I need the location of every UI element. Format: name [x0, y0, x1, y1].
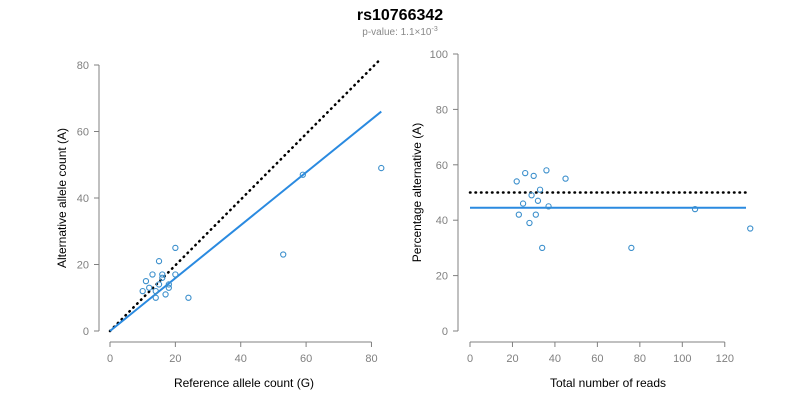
right-data-point	[628, 244, 635, 252]
left-data-point	[152, 294, 159, 301]
right-data-point	[543, 167, 550, 174]
left-data-point	[172, 271, 179, 278]
right-x-tick-label: 100	[673, 353, 691, 365]
left-y-tick-label: 60	[77, 127, 89, 139]
left-data-point	[162, 291, 169, 298]
right-data-point	[513, 178, 520, 185]
right-data-point	[539, 244, 546, 252]
right-data-point	[691, 205, 699, 213]
left-y-tick-label: 20	[77, 260, 89, 272]
left-data-point	[299, 171, 306, 178]
right-data-point	[536, 186, 544, 193]
left-data-point	[185, 294, 192, 301]
left-data-point	[149, 271, 156, 278]
right-data-point	[530, 172, 537, 180]
left-y-tick-label: 0	[83, 326, 89, 338]
right-y-tick-label: 100	[430, 49, 448, 61]
figure-subtitle: p-value: 1.1×10-3	[362, 26, 438, 38]
left-reference-line	[108, 57, 383, 333]
left-x-tick-label: 20	[169, 353, 181, 365]
right-x-tick-label: 0	[467, 353, 473, 365]
left-data-point	[165, 284, 172, 291]
right-data-point	[747, 225, 754, 232]
subtitle-exponent: -3	[431, 26, 437, 33]
right-data-point	[562, 175, 569, 182]
left-x-tick-label: 80	[365, 353, 377, 365]
right-data-point	[545, 203, 552, 210]
left-y-tick-label: 40	[77, 193, 89, 205]
right-y-tick-label: 20	[436, 271, 448, 283]
left-data-point	[165, 281, 172, 288]
left-data-point	[155, 258, 163, 265]
left-data-point	[280, 251, 287, 258]
figure-title: rs10766342	[357, 7, 443, 24]
right-data-point	[522, 169, 529, 177]
right-x-tick-label: 20	[506, 353, 518, 365]
left-fit-line	[109, 110, 382, 332]
right-data-point	[515, 211, 522, 218]
right-data-point	[526, 219, 533, 227]
left-data-point	[172, 244, 179, 252]
left-y-tick-label: 80	[77, 60, 89, 72]
right-data-point	[528, 192, 535, 199]
right-y-tick-label: 0	[442, 326, 448, 338]
plot-allele-counts: 0 20 40 60 80 0 20 40 60 80 Reference allele count…	[55, 57, 385, 390]
left-x-axis-label: Reference allele count (G)	[174, 376, 314, 390]
right-data-point	[532, 211, 539, 218]
left-data-point	[155, 281, 163, 288]
left-data-point	[146, 284, 153, 291]
left-data-point	[139, 287, 146, 295]
right-x-axis-label: Total number of reads	[550, 376, 666, 390]
plot-percentage-alternative: 0 20 40 60 80 100 120 0 20 40 60 80 100 Total number …	[410, 49, 754, 390]
left-y-axis-label: Alternative allele count (A)	[55, 128, 69, 268]
right-y-tick-label: 40	[436, 215, 448, 227]
right-x-tick-label: 80	[634, 353, 646, 365]
left-x-tick-label: 40	[235, 353, 247, 365]
left-data-point	[159, 271, 166, 278]
left-data-point	[378, 164, 385, 172]
right-x-tick-label: 120	[716, 353, 734, 365]
right-x-tick-label: 60	[591, 353, 603, 365]
subtitle-prefix: p-value: 1.1×10	[362, 27, 432, 38]
left-x-tick-label: 0	[107, 353, 113, 365]
left-data-point	[152, 287, 159, 295]
left-x-tick-label: 60	[300, 353, 312, 365]
left-data-point	[142, 277, 150, 285]
right-y-axis-label: Percentage alternative (A)	[410, 123, 424, 262]
right-data-point	[519, 200, 527, 207]
right-x-tick-label: 40	[549, 353, 561, 365]
left-data-point	[159, 274, 166, 281]
right-data-point	[534, 197, 542, 204]
right-y-tick-label: 80	[436, 104, 448, 116]
right-y-tick-label: 60	[436, 160, 448, 172]
